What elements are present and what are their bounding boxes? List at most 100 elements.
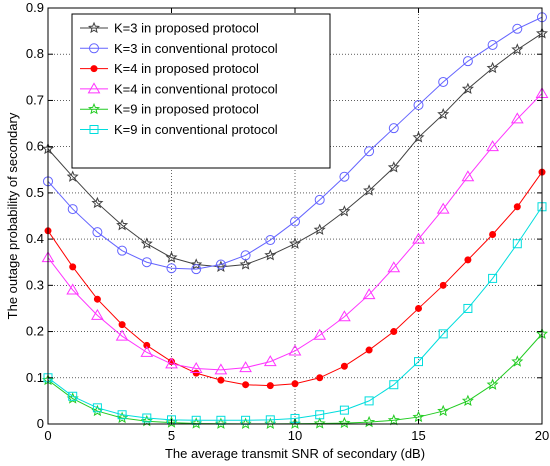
data-point	[313, 417, 326, 429]
data-point	[512, 239, 522, 249]
data-point	[438, 76, 449, 87]
data-point	[92, 403, 102, 413]
data-point	[118, 321, 126, 329]
series-3	[44, 168, 546, 390]
data-point	[464, 256, 472, 264]
x-tick-label: 15	[411, 428, 425, 443]
data-point	[436, 202, 450, 214]
data-point	[437, 108, 450, 120]
data-point	[68, 391, 78, 401]
y-tick-label: 0.1	[26, 370, 44, 385]
x-axis-label: The average transmit SNR of secondary (d…	[165, 446, 425, 461]
series-line	[47, 93, 543, 371]
data-point	[390, 328, 398, 336]
data-point	[214, 363, 228, 375]
legend-label: K=9 in proposed protocol	[114, 102, 259, 117]
data-point	[315, 410, 325, 420]
data-point	[461, 170, 475, 182]
data-point	[488, 273, 498, 283]
data-point	[266, 382, 274, 390]
data-point	[265, 235, 276, 246]
legend-label: K=3 in proposed protocol	[114, 21, 259, 36]
data-point	[240, 250, 251, 261]
y-tick-label: 0	[37, 416, 44, 431]
y-tick-label: 0.5	[26, 185, 44, 200]
series-line	[47, 33, 543, 268]
data-point	[387, 261, 401, 273]
data-point	[387, 413, 400, 426]
data-point	[412, 131, 425, 143]
legend-label: K=9 in conventional protocol	[114, 122, 278, 137]
series-line	[47, 16, 543, 270]
data-point	[362, 288, 376, 300]
legend-entry: K=3 in proposed protocol	[80, 21, 259, 36]
data-point	[67, 204, 78, 215]
axis-ticks: 0 5 10 15 20 0 0.1 0.2 0.3 0.4 0.5 0.6 0.7 0.8 0.9	[26, 0, 549, 443]
data-point	[486, 61, 499, 74]
data-point	[116, 218, 129, 231]
data-point	[511, 355, 524, 367]
legend: K=3 in proposed protocol K=3 in conventio…	[71, 13, 331, 169]
legend-entry: K=3 in conventional protocol	[80, 41, 278, 56]
series-6	[43, 202, 547, 425]
x-tick-label: 0	[44, 428, 51, 443]
data-point	[88, 102, 100, 115]
legend-label: K=4 in conventional protocol	[114, 81, 278, 96]
data-point	[166, 263, 177, 274]
data-point	[88, 21, 100, 34]
data-point	[487, 39, 498, 50]
data-point	[242, 381, 250, 389]
data-point	[364, 396, 374, 406]
y-tick-label: 0.3	[26, 277, 44, 292]
data-point	[291, 380, 299, 388]
data-point	[414, 357, 423, 367]
data-point	[263, 355, 277, 367]
data-point	[486, 140, 499, 152]
data-point	[215, 259, 226, 270]
data-point	[389, 380, 399, 390]
data-point	[412, 232, 425, 244]
data-point	[413, 100, 424, 111]
legend-box	[71, 13, 331, 169]
data-point	[438, 329, 448, 339]
legend-entry: K=9 in proposed protocol	[80, 102, 259, 117]
series-4	[41, 87, 549, 375]
data-point	[117, 410, 127, 420]
data-point	[388, 123, 399, 134]
data-point	[141, 257, 152, 268]
data-point	[363, 184, 376, 196]
data-point	[338, 416, 351, 429]
legend-label: K=4 in proposed protocol	[114, 61, 259, 76]
data-point	[87, 82, 101, 94]
y-tick-label: 0.8	[26, 46, 44, 61]
data-point	[142, 413, 152, 423]
data-point	[192, 369, 200, 377]
data-point	[115, 329, 129, 341]
x-tick-label: 10	[288, 428, 302, 443]
series-2	[43, 12, 547, 275]
data-point	[338, 310, 351, 322]
data-point	[461, 82, 474, 94]
x-tick-label: 20	[535, 428, 549, 443]
data-point	[217, 376, 225, 384]
y-tick-label: 0.6	[26, 139, 44, 154]
data-point	[439, 281, 447, 289]
data-point	[66, 283, 80, 295]
series-line	[47, 206, 543, 421]
data-point	[415, 304, 422, 312]
data-point	[191, 264, 202, 275]
data-point	[91, 196, 104, 209]
data-point	[513, 203, 521, 211]
data-point	[143, 341, 151, 349]
data-point	[89, 43, 99, 54]
data-point	[165, 251, 178, 263]
data-point	[313, 328, 327, 340]
data-point	[288, 344, 302, 356]
data-point	[90, 65, 98, 73]
data-point	[313, 223, 326, 235]
data-point	[165, 357, 178, 369]
data-point	[339, 171, 350, 182]
data-point	[69, 263, 77, 271]
data-point	[140, 237, 153, 249]
